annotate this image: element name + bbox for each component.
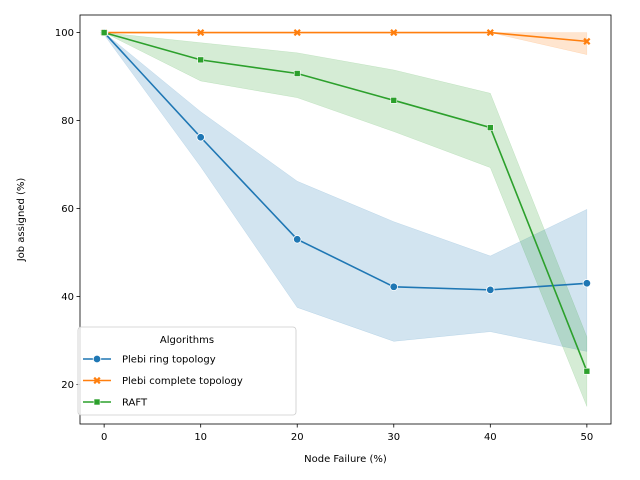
x-axis: 0 10 20 30 40 50: [101, 424, 593, 443]
legend-marker: [93, 376, 101, 385]
y-axis-label: Job assigned (%): [16, 178, 27, 263]
y-tick-label: 60: [61, 204, 74, 215]
raft-point: [390, 97, 398, 104]
plebi-ring-topology-point: [196, 133, 205, 142]
plebi-complete-topology-point: [583, 37, 591, 45]
legend-item-plebi-complete-topology: Plebi complete topology: [83, 376, 243, 387]
legend-marker: [93, 398, 101, 406]
plebi-complete-topology-point: [197, 29, 205, 37]
x-tick-label: 40: [484, 432, 497, 443]
plebi-complete-topology-point: [486, 29, 494, 37]
plebi-ring-topology-point: [486, 285, 495, 295]
plebi-complete-topology-point: [293, 29, 301, 37]
plebi-ring-topology-line: [103, 32, 587, 291]
legend-item-raft: RAFT: [83, 398, 148, 409]
legend-marker: [92, 354, 102, 364]
legend-label: Plebi complete topology: [122, 376, 243, 387]
plebi-complete-topology-point: [390, 29, 398, 37]
x-tick-label: 20: [291, 432, 304, 443]
plebi-complete-topology-line: [104, 31, 587, 43]
raft-point: [293, 70, 301, 77]
x-tick-label: 0: [101, 432, 107, 443]
y-tick-label: 40: [61, 292, 74, 303]
legend-items: Plebi ring topology Plebi complete topolo…: [83, 355, 243, 409]
legend-title: Algorithms: [160, 335, 214, 346]
y-axis: 20 40 60 80 100: [55, 28, 80, 391]
legend-item-plebi-ring-topology: Plebi ring topology: [83, 355, 216, 366]
legend-label: Plebi ring topology: [122, 355, 216, 366]
legend-box: [77, 326, 297, 416]
y-tick-label: 80: [61, 116, 74, 127]
plebi-ring-topology-band: [103, 32, 588, 352]
legend: Algorithms Plebi ring topology Plebi comp…: [77, 326, 297, 416]
x-tick-label: 10: [194, 432, 207, 443]
x-axis-label: Node Failure (%): [304, 454, 387, 465]
raft-line: [103, 31, 588, 372]
legend-label: RAFT: [122, 398, 148, 409]
plot-frame: [79, 14, 612, 425]
raft-point: [100, 29, 108, 36]
series-lines: [103, 31, 588, 372]
x-tick-label: 50: [580, 432, 593, 443]
raft-point: [487, 124, 494, 131]
plebi-ring-topology-point: [389, 282, 398, 291]
series-markers: [99, 28, 592, 375]
y-tick-label: 100: [55, 28, 74, 39]
y-tick-label: 20: [61, 380, 74, 391]
plebi-ring-topology-point: [293, 235, 302, 244]
raft-point: [583, 367, 591, 375]
x-tick-label: 30: [387, 432, 400, 443]
raft-point: [197, 56, 204, 64]
plebi-ring-topology-point: [582, 279, 592, 288]
